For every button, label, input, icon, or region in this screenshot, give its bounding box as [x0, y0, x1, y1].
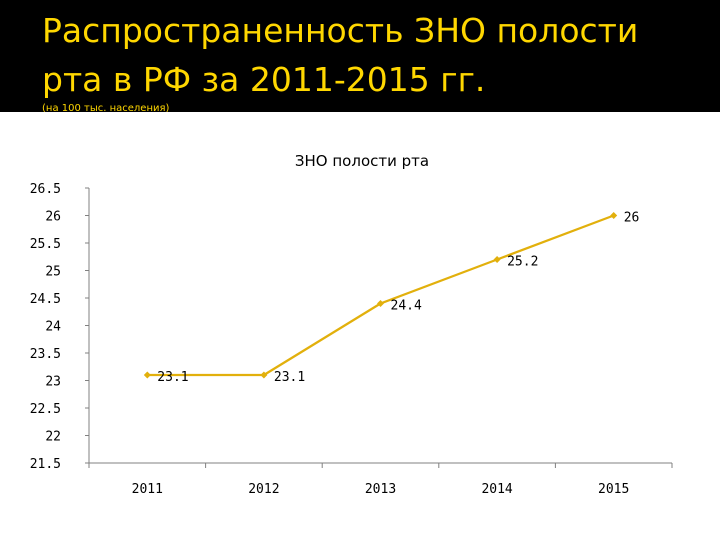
data-point-marker [143, 371, 151, 379]
y-tick-label: 22 [45, 430, 61, 445]
data-point-marker [493, 256, 501, 263]
y-tick-label: 22.5 [30, 402, 61, 417]
data-point-marker [610, 212, 618, 219]
y-tick-label: 26 [45, 210, 61, 225]
x-tick-label: 2012 [248, 482, 279, 497]
x-tick-label: 2011 [132, 482, 163, 497]
chart-title: ЗНО полости рта [295, 152, 429, 170]
y-axis: 21.5 22 22.5 23 23.5 24 24.5 25 25.5 26 26.5 [30, 182, 90, 472]
data-label: 23.1 [274, 370, 305, 385]
data-label: 24.4 [391, 299, 422, 314]
line-chart: ЗНО полости рта 21.5 22 22.5 23 23.5 24 24.5 25… [30, 152, 673, 497]
x-tick-label: 2014 [481, 482, 512, 497]
data-label: 23.1 [157, 370, 188, 385]
slide-subtitle: (на 100 тыс. населения) [42, 103, 170, 114]
series: 23.1 23.1 24.4 25.2 26 [143, 211, 640, 385]
y-tick-label: 24.5 [30, 292, 61, 307]
y-tick-label: 25 [45, 265, 61, 280]
series-line [147, 214, 615, 377]
y-tick-label: 21.5 [30, 457, 61, 472]
y-tick-label: 24 [45, 320, 61, 335]
x-tick-label: 2013 [365, 482, 396, 497]
y-tick-label: 26.5 [30, 182, 61, 197]
data-point-marker [260, 371, 268, 379]
x-axis: 2011 2012 2013 2014 2015 [88, 462, 673, 497]
y-tick-label: 23.5 [30, 347, 61, 362]
chart-panel: ЗНО полости рта 21.5 22 22.5 23 23.5 24 24.5 25… [0, 112, 720, 540]
slide-title: Распространенность ЗНО полости рта в РФ … [42, 11, 639, 99]
y-tick-label: 23 [45, 375, 61, 390]
data-label: 26 [624, 211, 640, 226]
y-tick-label: 25.5 [30, 237, 61, 252]
data-label: 25.2 [507, 255, 538, 270]
data-point-marker [377, 300, 384, 307]
x-tick-label: 2015 [598, 482, 629, 497]
